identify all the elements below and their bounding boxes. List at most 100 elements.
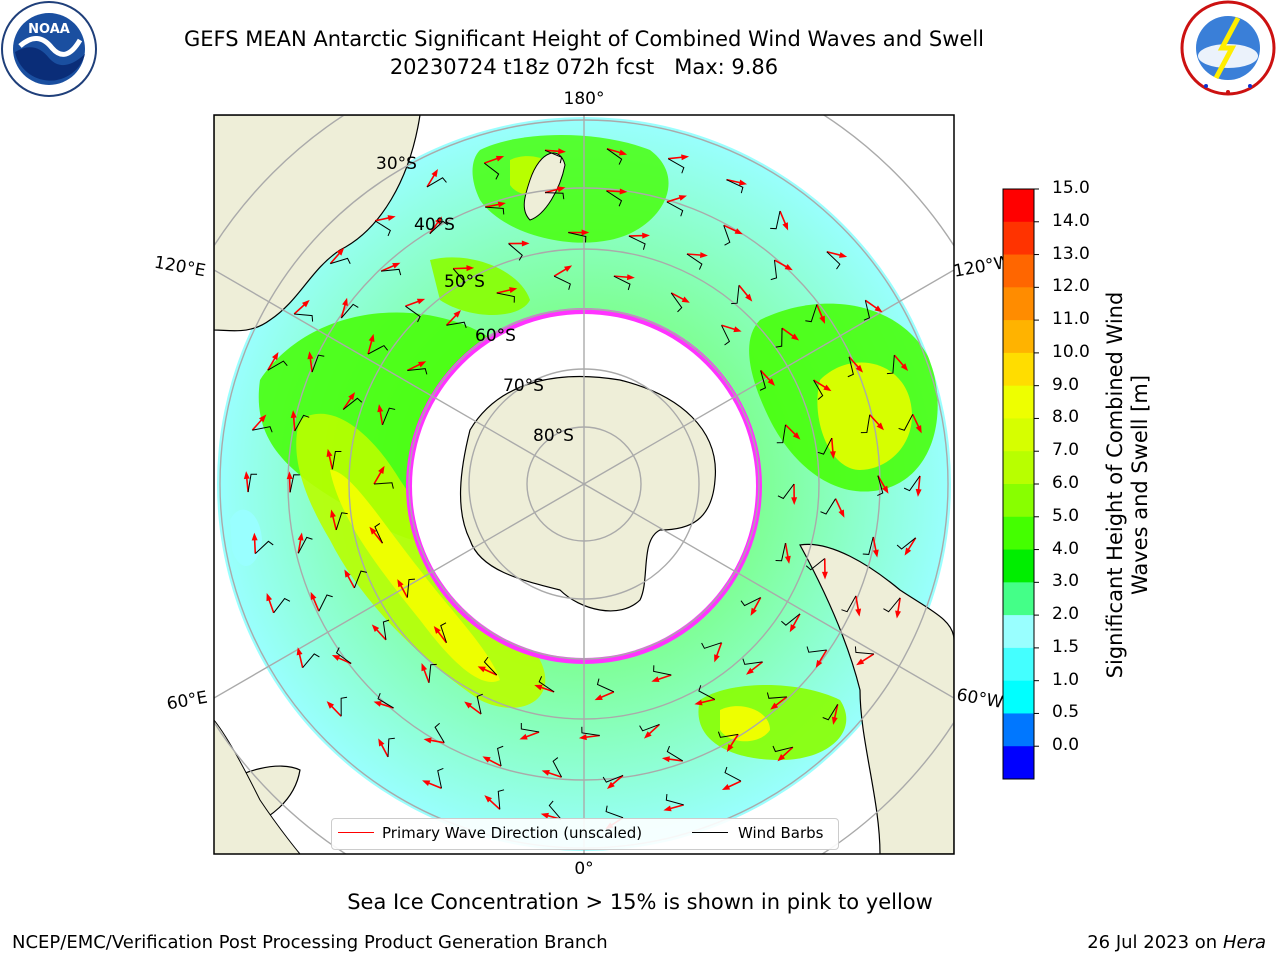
wind-barb [340,696,348,717]
wave-direction-arrow [830,437,834,455]
wind-barb [665,794,684,806]
colorbar-segment [1003,385,1034,419]
wave-direction-arrow [606,190,623,193]
wave-direction-arrowhead [815,659,823,668]
colorbar-tick-label: 7.0 [1052,440,1080,461]
wave-direction-arrow [647,723,661,736]
wave-direction-arrow [833,704,839,721]
wave-direction-arrow [267,355,277,371]
wind-barb [254,540,274,555]
wave-direction-arrowhead [509,287,518,293]
colorbar-segment [1003,189,1034,223]
colorbar-tick-label: 0.5 [1052,702,1080,723]
wave-direction-arrow [342,395,353,410]
wave-direction-arrowhead [433,625,441,634]
wind-barb [374,523,383,544]
wave-direction-arrowhead [397,579,404,588]
wave-direction-arrow [378,702,394,709]
wave-direction-arrow [267,597,275,614]
wave-direction-arrow [917,475,921,492]
wave-direction-arrowhead [642,232,650,239]
wave-direction-arrowhead [872,549,879,558]
wave-direction-arrow [877,475,887,490]
lat-label-60s: 60°S [475,326,516,346]
wind-barb [776,424,786,444]
wave-direction-arrow [487,797,501,810]
wave-direction-arrow [340,302,347,319]
wave-direction-arrow [855,595,860,612]
wave-direction-arrowhead [378,465,385,474]
wind-barb [581,726,600,737]
wave-direction-arrow [813,379,828,390]
wave-direction-arrowhead [581,229,590,236]
wind-barb [820,498,836,515]
wave-direction-arrow [773,696,788,708]
colorbar-segment [1003,254,1034,288]
wave-direction-arrow [726,178,743,184]
colorbar-segment [1003,680,1034,714]
wave-direction-arrowhead [377,404,384,413]
wind-barb [446,321,467,329]
colorbar-segment [1003,484,1034,518]
wind-barb [781,613,801,626]
wave-direction-arrow [784,543,790,560]
wave-direction-arrowhead [296,647,303,656]
wave-direction-arrowhead [714,654,720,663]
wave-direction-arrowhead [342,297,348,306]
wave-direction-arrow [481,667,498,676]
wave-direction-arrow [911,414,921,430]
wave-direction-arrow [666,758,683,762]
wave-direction-arrowhead [663,805,672,812]
wave-direction-arrow [826,250,843,257]
wave-direction-arrow [311,596,320,612]
wave-direction-arrowhead [416,298,426,305]
colorbar-segment [1003,647,1034,682]
wave-direction-arrow [429,220,440,235]
wave-direction-arrow [723,224,739,233]
wind-barb [426,177,447,188]
lat-label-40s: 40°S [414,215,455,235]
wind-barb [387,737,395,757]
wave-direction-arrow [544,149,561,153]
wave-direction-arrowhead [534,684,543,691]
wave-direction-arrowhead [423,737,432,744]
wave-direction-arrowhead [484,795,493,803]
wave-direction-arrowhead [435,216,442,225]
wave-direction-arrow [699,698,716,704]
wave-direction-arrow [253,537,257,554]
wave-direction-arrow [405,299,421,307]
wind-barb [568,232,587,243]
wave-direction-arrowhead [418,361,427,368]
wave-direction-arrowhead [251,532,258,541]
colorbar [1002,188,1039,780]
wind-barb [805,558,826,571]
wave-direction-arrow [606,148,623,154]
chart-title: GEFS MEAN Antarctic Significant Height o… [183,27,985,51]
wave-direction-arrow [251,417,264,431]
wind-barb [294,313,314,322]
wave-direction-arrowhead [387,215,396,221]
wave-direction-arrow [292,415,296,432]
wind-barb [538,676,555,693]
wave-direction-arrow [485,203,502,208]
wave-direction-arrowhead [767,378,775,386]
wind-barb [903,475,921,492]
wind-barb [606,190,623,207]
lat-label-50s: 50°S [444,272,485,292]
wave-direction-arrow [780,746,794,759]
wave-direction-arrowhead [422,780,431,786]
lon-label-60w: 60°W [955,685,1005,713]
wave-direction-arrowhead [784,555,791,564]
wave-direction-arrow [374,627,387,641]
lat-label-70s: 70°S [503,376,544,396]
wind-barb [723,225,731,246]
wind-barb [520,722,540,733]
wave-direction-arrowhead [243,471,250,480]
wave-direction-arrow [872,536,878,553]
colorbar-tick-label: 14.0 [1052,210,1090,231]
colorbar-segment [1003,582,1034,616]
wave-direction-arrow [297,537,302,554]
wave-direction-arrowhead [855,364,864,373]
wind-barb [731,285,740,305]
